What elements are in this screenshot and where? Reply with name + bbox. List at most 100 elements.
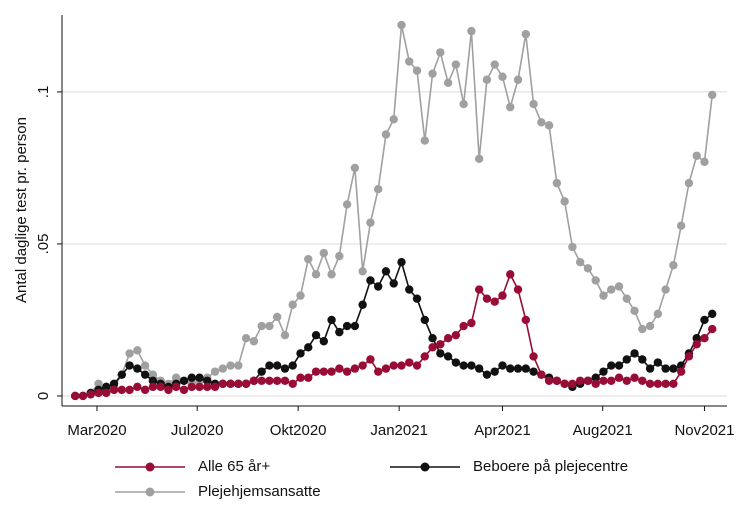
data-point — [607, 285, 616, 294]
data-point — [296, 349, 305, 358]
data-point — [358, 361, 367, 370]
data-point — [490, 297, 499, 306]
data-point — [599, 367, 608, 376]
data-point — [319, 248, 329, 258]
data-point — [272, 361, 282, 370]
data-point — [708, 90, 717, 100]
data-point — [412, 294, 422, 303]
data-point — [140, 385, 150, 395]
data-point — [350, 163, 360, 173]
data-point — [304, 254, 313, 264]
data-point — [203, 376, 212, 385]
data-point — [133, 364, 142, 373]
data-point — [467, 318, 476, 328]
data-point — [257, 367, 266, 376]
legend-marker — [145, 462, 155, 472]
data-point — [187, 382, 196, 392]
data-point — [467, 361, 476, 370]
data-point — [210, 382, 220, 392]
data-point — [350, 321, 360, 331]
data-point — [591, 276, 600, 285]
data-point — [638, 324, 647, 334]
data-point — [327, 367, 336, 376]
y-tick-label: .05 — [35, 234, 52, 255]
data-point — [171, 373, 181, 382]
data-point — [645, 321, 655, 331]
data-point — [420, 352, 429, 361]
data-point — [288, 361, 297, 370]
data-point — [125, 385, 134, 395]
data-point — [311, 367, 321, 376]
data-point — [148, 382, 158, 392]
y-tick-label: .1 — [35, 86, 52, 99]
data-point — [156, 382, 165, 392]
data-point — [692, 340, 701, 349]
data-point — [265, 321, 274, 331]
data-point — [575, 376, 585, 385]
data-point — [474, 154, 484, 164]
data-point — [335, 327, 344, 337]
data-point — [164, 385, 173, 395]
data-point — [676, 367, 686, 376]
data-point — [373, 185, 383, 194]
data-point — [148, 376, 158, 385]
data-point — [71, 391, 80, 401]
data-point — [133, 346, 142, 355]
data-point — [529, 99, 538, 109]
data-point — [226, 379, 235, 389]
data-point — [358, 267, 367, 276]
data-point — [350, 364, 360, 373]
data-point — [179, 385, 189, 395]
data-point — [630, 349, 639, 358]
data-point — [234, 361, 243, 370]
data-point — [257, 321, 266, 331]
data-point — [195, 373, 204, 382]
data-point — [451, 60, 461, 69]
data-point — [630, 373, 639, 382]
x-tick-label: Jan2021 — [370, 422, 428, 439]
data-point — [661, 379, 670, 389]
data-point — [622, 294, 631, 303]
data-point — [436, 48, 445, 57]
data-point — [498, 291, 507, 300]
data-point — [443, 352, 453, 361]
data-point — [583, 376, 593, 385]
data-point — [482, 370, 492, 379]
data-point — [288, 379, 297, 389]
data-point — [599, 291, 608, 300]
x-tick-label: Jul2020 — [171, 422, 224, 439]
data-point — [140, 370, 150, 379]
data-point — [397, 361, 406, 370]
data-point — [521, 29, 530, 39]
y-axis-title: Antal daglige test pr. person — [13, 117, 30, 303]
x-tick-label: Okt2020 — [270, 422, 327, 439]
data-point — [257, 376, 266, 385]
data-point — [171, 382, 181, 392]
data-point — [296, 373, 305, 382]
data-point — [265, 361, 274, 370]
data-point — [513, 364, 523, 373]
data-point — [405, 57, 414, 66]
data-point — [645, 364, 655, 373]
data-point — [218, 364, 228, 373]
data-point — [109, 379, 119, 389]
data-point — [389, 279, 398, 288]
data-point — [630, 306, 639, 316]
data-point — [280, 364, 290, 373]
data-point — [397, 20, 406, 30]
data-point — [537, 118, 546, 127]
data-point — [645, 379, 655, 389]
data-point — [86, 390, 95, 399]
data-point — [373, 282, 383, 291]
data-point — [560, 379, 569, 389]
data-point — [327, 315, 336, 325]
data-point — [544, 121, 554, 130]
data-point — [661, 285, 670, 294]
data-point — [614, 373, 624, 382]
data-point — [389, 115, 398, 124]
data-point — [319, 337, 329, 346]
data-point — [249, 337, 259, 346]
data-point — [506, 270, 515, 279]
data-point — [560, 197, 569, 206]
